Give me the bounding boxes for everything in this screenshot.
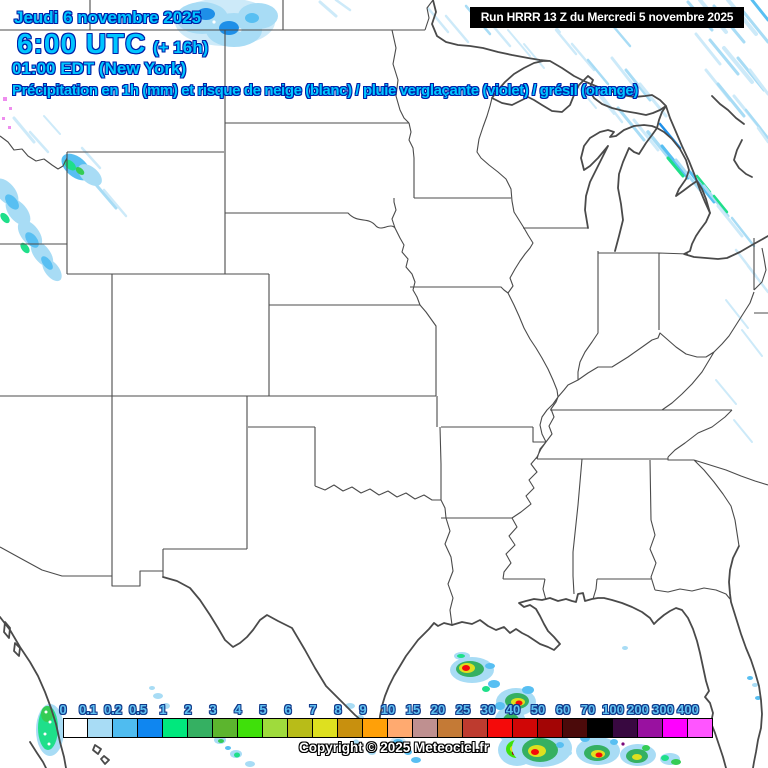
legend-color-swatch — [663, 718, 688, 738]
legend-tick-label: 300 — [652, 702, 674, 717]
legend-color-swatch — [163, 718, 188, 738]
legend-tick-label: 1 — [159, 702, 167, 717]
legend-tick-label: 30 — [480, 702, 496, 717]
legend-tick-label: 9 — [359, 702, 367, 717]
legend-tick-label: 70 — [580, 702, 596, 717]
legend-color-swatch — [388, 718, 413, 738]
legend-color-swatch — [288, 718, 313, 738]
legend-color-swatch — [188, 718, 213, 738]
legend-color-swatch — [313, 718, 338, 738]
legend-tick-label: 200 — [627, 702, 649, 717]
legend-color-swatch — [88, 718, 113, 738]
precipitation-scale: 0 0.1 0.2 0.5 1 2 3 4 5 6 7 8 9 10 15 20 25 30 40 50 60 70 100… — [59, 702, 713, 738]
legend-tick-label: 10 — [380, 702, 396, 717]
map-legend-title: Précipitation en 1h (mm) et risque de ne… — [12, 82, 638, 99]
legend-tick-label: 0.2 — [103, 702, 123, 717]
legend-tick-label: 0.1 — [78, 702, 98, 717]
legend-color-swatch — [463, 718, 488, 738]
local-time-label: 01:00 EDT (New York) — [12, 59, 187, 78]
legend-color-swatch — [63, 718, 88, 738]
legend-color-swatch — [413, 718, 438, 738]
precip-montana-streak — [0, 115, 128, 282]
legend-color-swatch — [238, 718, 263, 738]
legend-color-swatch — [138, 718, 163, 738]
legend-color-swatch — [438, 718, 463, 738]
legend-tick-label: 7 — [309, 702, 317, 717]
precip-lake-effect-streaks — [600, 0, 768, 443]
precip-freezing-rain-specks — [2, 97, 12, 129]
legend-tick-label: 400 — [677, 702, 699, 717]
legend-color-swatch — [338, 718, 363, 738]
legend-color-swatch — [213, 718, 238, 738]
date-label: Jeudi 6 novembre 2025 — [14, 8, 202, 27]
legend-tick-label: 0.5 — [128, 702, 148, 717]
forecast-offset-label: (+ 16h) — [153, 38, 209, 57]
state-borders — [0, 0, 768, 626]
legend-tick-label: 60 — [555, 702, 571, 717]
legend-tick-label: 100 — [602, 702, 624, 717]
legend-tick-label: 40 — [505, 702, 521, 717]
legend-color-swatch — [363, 718, 388, 738]
legend-tick-label: 0 — [59, 702, 67, 717]
legend-tick-label: 4 — [234, 702, 242, 717]
legend-tick-label: 2 — [184, 702, 192, 717]
scale-color-bar — [63, 718, 713, 738]
copyright-label: Copyright © 2025 Meteociel.fr — [299, 740, 489, 755]
utc-time-label: 6:00 UTC — [17, 28, 147, 59]
scale-tick-labels: 0 0.1 0.2 0.5 1 2 3 4 5 6 7 8 9 10 15 20 25 30 40 50 60 70 100… — [59, 702, 713, 718]
legend-tick-label: 25 — [455, 702, 471, 717]
legend-color-swatch — [563, 718, 588, 738]
legend-tick-label: 5 — [259, 702, 267, 717]
legend-tick-label: 3 — [209, 702, 217, 717]
legend-tick-label: 15 — [405, 702, 421, 717]
legend-color-swatch — [688, 718, 713, 738]
legend-color-swatch — [638, 718, 663, 738]
model-run-banner: Run HRRR 13 Z du Mercredi 5 novembre 202… — [470, 7, 744, 28]
legend-color-swatch — [513, 718, 538, 738]
legend-tick-label: 50 — [530, 702, 546, 717]
legend-tick-label: 6 — [284, 702, 292, 717]
legend-tick-label: 8 — [334, 702, 342, 717]
legend-color-swatch — [488, 718, 513, 738]
legend-color-swatch — [113, 718, 138, 738]
legend-color-swatch — [263, 718, 288, 738]
legend-tick-label: 20 — [430, 702, 446, 717]
precip-minnesota-blob — [175, 0, 352, 47]
legend-color-swatch — [538, 718, 563, 738]
legend-color-swatch — [613, 718, 638, 738]
legend-color-swatch — [588, 718, 613, 738]
